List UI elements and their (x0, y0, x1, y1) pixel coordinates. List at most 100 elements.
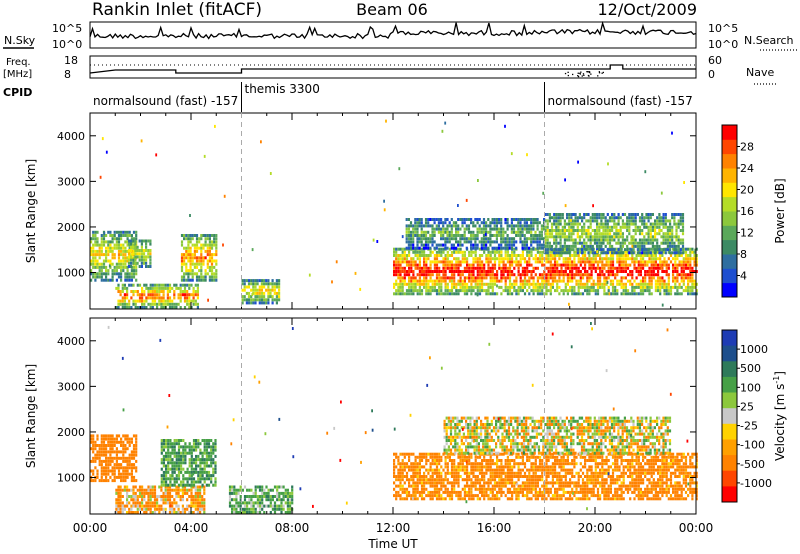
power-cell (606, 238, 609, 242)
power-cell (634, 222, 637, 226)
power-cell (435, 257, 439, 261)
power-cell (569, 279, 572, 283)
power-cell (581, 232, 584, 236)
nsky-tick-top: 10^5 (52, 22, 82, 35)
velocity-cell (171, 461, 174, 465)
power-cell (532, 218, 535, 221)
power-cell (427, 254, 430, 257)
power-cell (420, 266, 424, 270)
velocity-cell (123, 485, 126, 489)
power-cell (271, 282, 274, 286)
velocity-cell (162, 439, 165, 442)
velocity-cell (190, 454, 193, 458)
power-cell (559, 222, 562, 226)
power-cell (660, 229, 663, 232)
nave-dot (598, 71, 600, 73)
power-cell (491, 276, 494, 280)
velocity-cell (143, 488, 146, 492)
power-cell (258, 288, 261, 292)
power-cell (623, 222, 627, 226)
power-cell (442, 266, 445, 270)
velocity-cell (113, 463, 116, 467)
power-cell (660, 191, 663, 195)
velocity-cell (420, 465, 424, 469)
power-cell (511, 263, 514, 267)
power-cell (608, 229, 612, 232)
velocity-cell (418, 478, 421, 482)
power-cell (94, 262, 97, 266)
power-cell (563, 219, 566, 223)
velocity-cell (165, 480, 168, 484)
power-cell (511, 270, 514, 273)
power-cell (107, 278, 110, 282)
power-cell (558, 292, 561, 296)
power-cell (444, 243, 447, 247)
velocity-cell (175, 442, 178, 446)
power-cell (523, 234, 526, 237)
power-cell (453, 263, 456, 267)
power-cell (680, 270, 683, 273)
power-cell (258, 285, 261, 289)
power-cell (409, 224, 413, 228)
power-cell (96, 259, 99, 263)
power-cell (682, 273, 685, 277)
power-cell (409, 230, 413, 234)
power-cell (423, 285, 426, 289)
power-cell (173, 293, 176, 297)
power-cell (206, 259, 209, 263)
power-cell (556, 273, 559, 277)
power-cell (185, 237, 188, 241)
power-cell (450, 230, 453, 234)
power-cell (472, 221, 475, 225)
velocity-cell (94, 444, 97, 447)
power-cell (98, 246, 101, 250)
power-cell (132, 252, 135, 256)
power-cell (517, 218, 520, 221)
power-cell (193, 256, 196, 260)
power-cell (470, 270, 473, 273)
velocity-cell (256, 501, 259, 505)
velocity-cell (126, 475, 129, 479)
power-cell (647, 238, 650, 242)
velocity-cell (261, 504, 264, 508)
velocity-cell (192, 495, 195, 498)
power-cell (555, 235, 558, 239)
power-cell (502, 266, 505, 270)
power-cell (149, 290, 152, 293)
velocity-cell (399, 452, 402, 456)
power-cell (600, 235, 603, 239)
velocity-cell (162, 507, 165, 511)
velocity-cell (201, 439, 204, 442)
power-cell (489, 270, 492, 273)
power-cell (592, 257, 595, 261)
velocity-cell (173, 511, 176, 514)
power-cell (557, 219, 560, 223)
power-cell (481, 254, 484, 257)
power-cell (534, 240, 537, 244)
power-cell (124, 240, 127, 244)
power-cell (555, 244, 558, 248)
power-cell (446, 285, 449, 289)
power-cell (508, 263, 512, 267)
power-cell (586, 273, 589, 277)
power-cell (187, 269, 190, 273)
power-cell (138, 296, 142, 300)
velocity-cell (420, 452, 424, 456)
power-cell (223, 194, 226, 198)
velocity-cell (166, 501, 169, 505)
velocity-cell (167, 467, 170, 471)
velocity-cell (109, 434, 112, 438)
velocity-cell (168, 501, 172, 505)
power-cell (525, 240, 528, 244)
velocity-cell (427, 481, 430, 485)
power-cell (145, 299, 148, 303)
power-cell (605, 263, 608, 267)
power-cell (538, 276, 542, 280)
power-cell (168, 296, 172, 300)
power-cell (642, 254, 645, 257)
power-cell (646, 260, 649, 264)
velocity-cell (431, 459, 434, 462)
power-cell (450, 227, 453, 231)
power-cell (676, 254, 679, 257)
velocity-cell (186, 467, 189, 471)
